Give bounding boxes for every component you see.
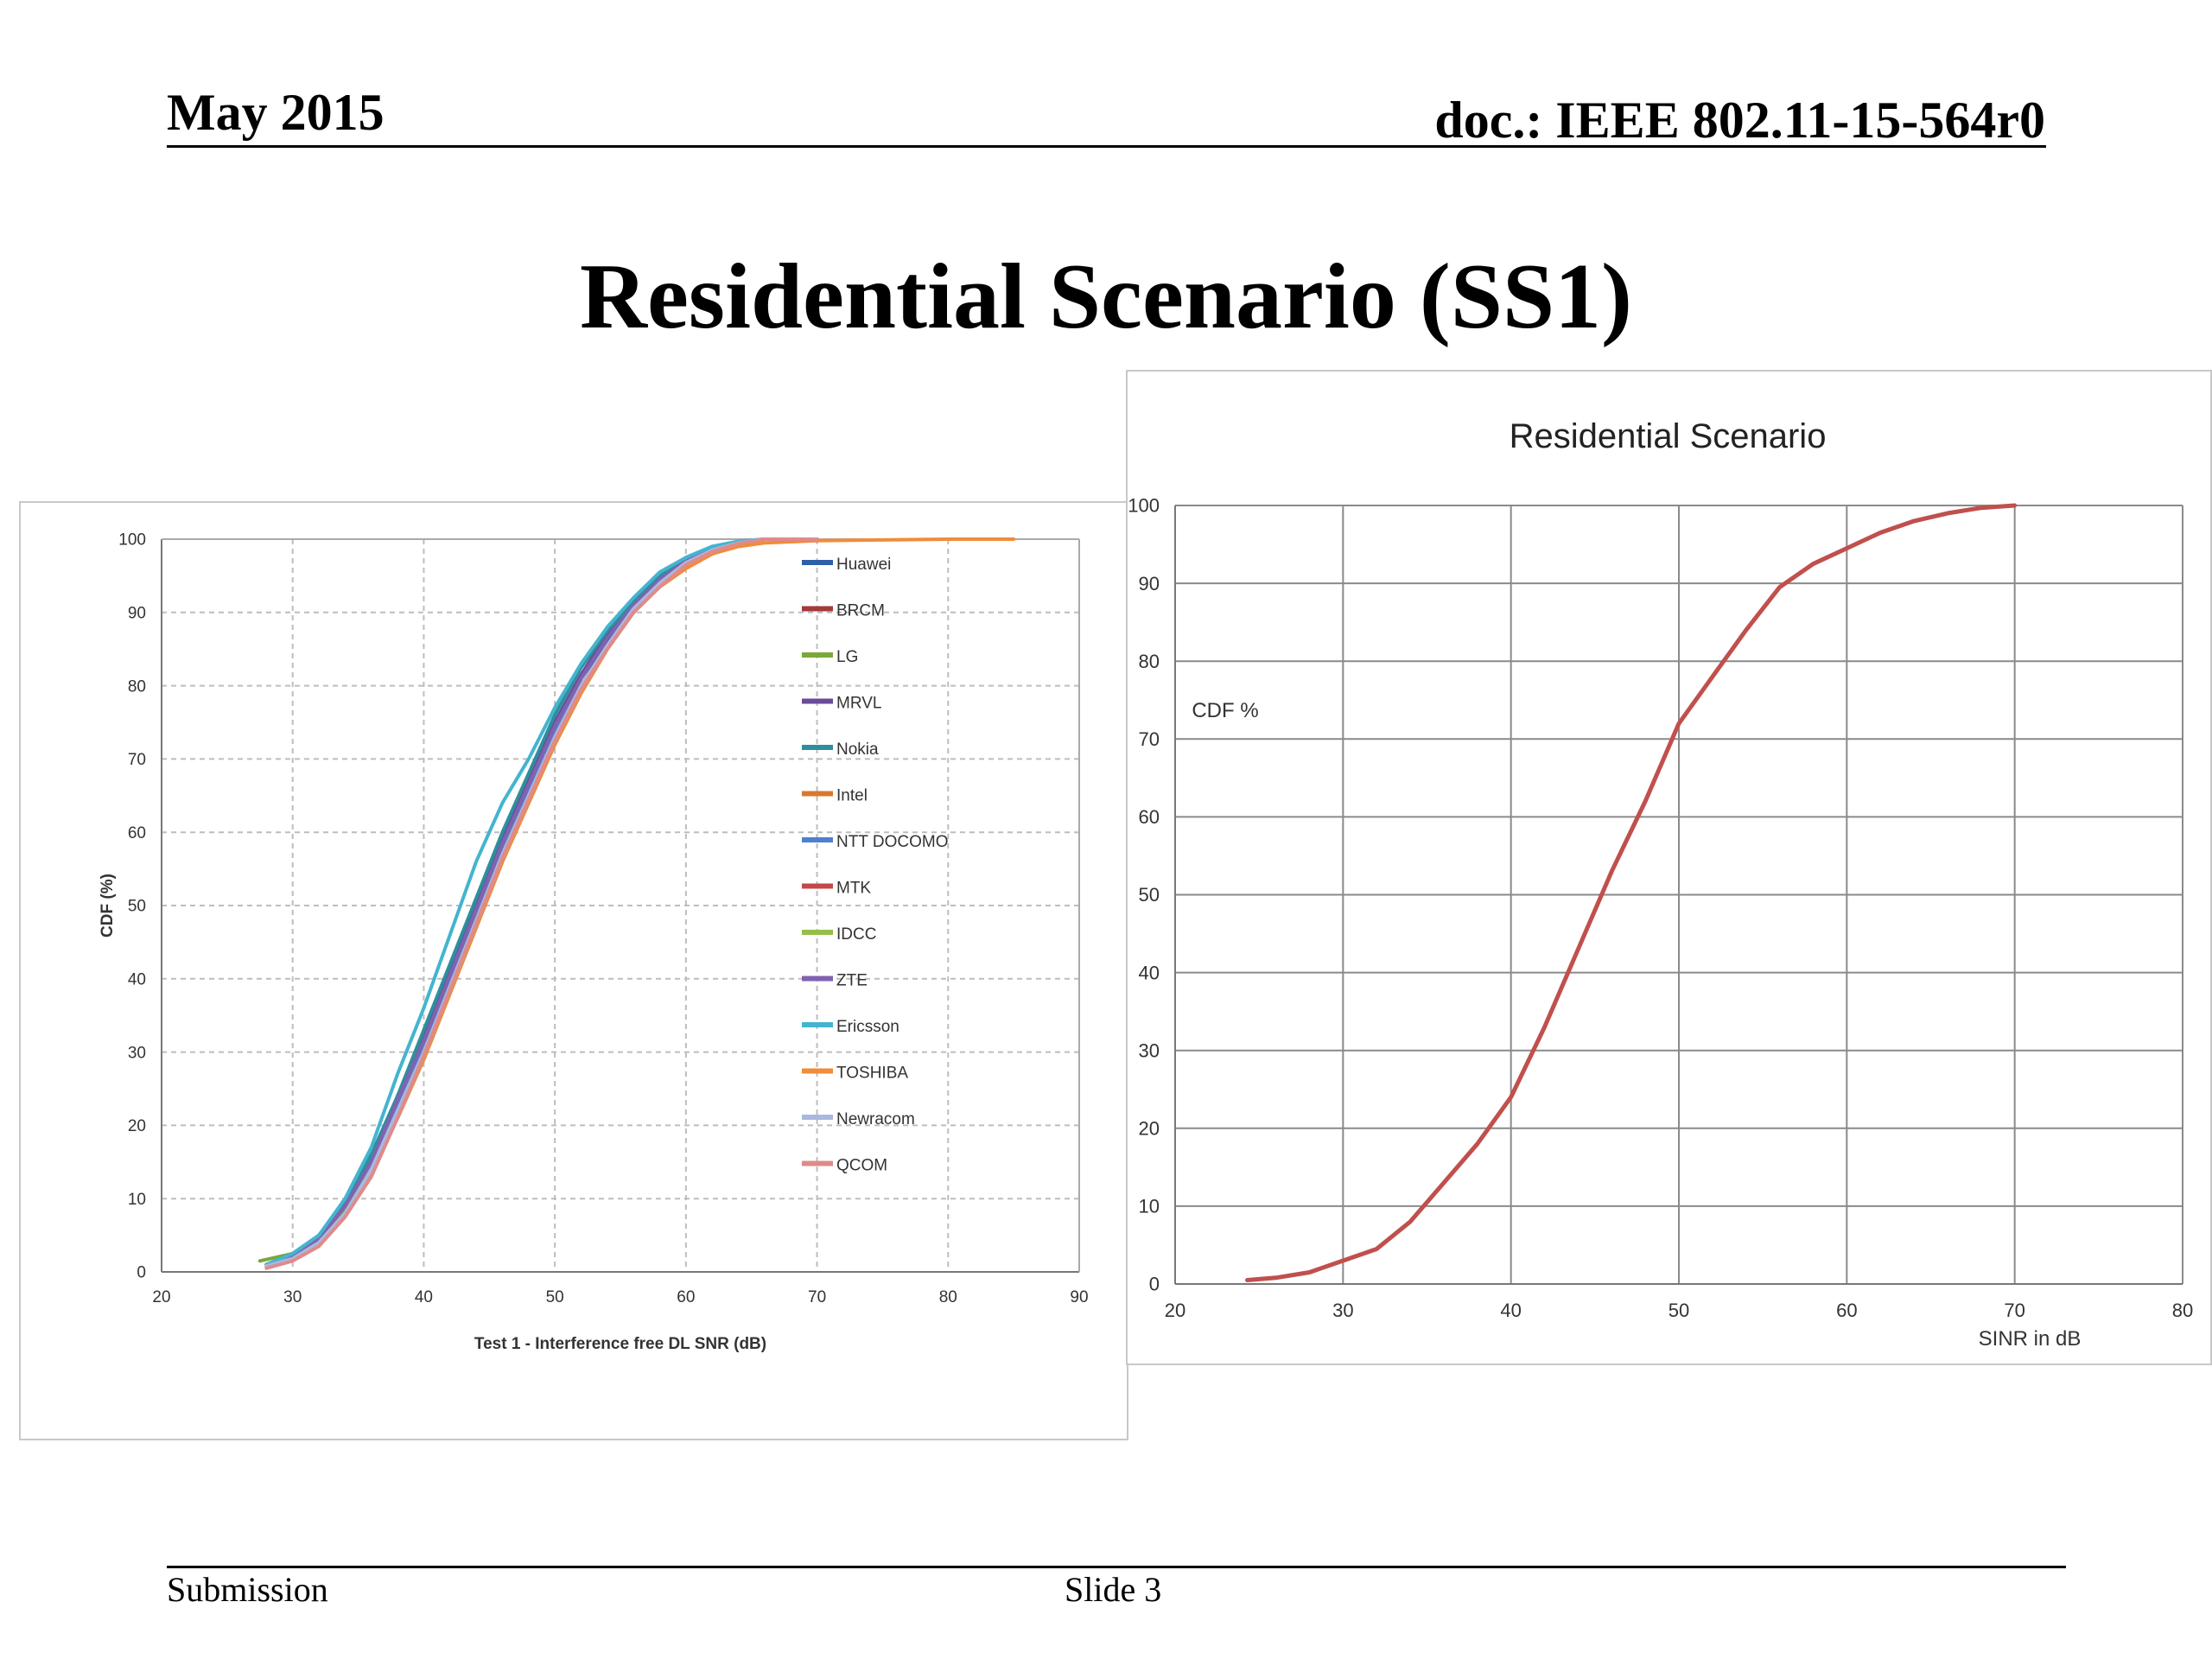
series-line	[264, 537, 819, 1267]
legend-label: TOSHIBA	[836, 1065, 908, 1083]
snr-cdf-chart: 0 10 20 30 40 50 60 70 80 90 100 20 30 40 50 60 70 80 90 Te…	[99, 531, 1089, 1353]
series-line	[257, 537, 819, 1263]
y-tick-label: 0	[1149, 1274, 1160, 1295]
legend-label: Intel	[836, 787, 868, 805]
x-tick-label: 70	[808, 1288, 826, 1306]
legend-label: Nokia	[836, 741, 879, 759]
legend-label: ZTE	[836, 972, 868, 990]
x-tick-label: 40	[415, 1288, 433, 1306]
footer-slide-number: Slide 3	[1065, 1570, 1162, 1609]
legend-label: Newracom	[836, 1110, 915, 1128]
residential-sinr-chart: 0 10 20 30 40 50 60 70 80 90 100 20 30 40 50 60 70 80 Resi…	[1128, 417, 2193, 1351]
x-tick-label: 20	[1165, 1300, 1185, 1321]
series-line	[264, 537, 819, 1268]
y-tick-label: 0	[137, 1264, 146, 1282]
footer-submission: Submission	[167, 1570, 328, 1609]
x-tick-label: 50	[546, 1288, 564, 1306]
y-tick-label: 90	[1139, 573, 1160, 594]
y-tick-label: 50	[1139, 884, 1160, 906]
legend-label: MRVL	[836, 695, 881, 713]
x-tick-label: 30	[1332, 1300, 1353, 1321]
series-line	[264, 537, 819, 1268]
x-tick-label: 90	[1070, 1288, 1088, 1306]
y-axis-label: CDF (%)	[99, 874, 117, 938]
series-line	[264, 537, 819, 1267]
series-line	[264, 537, 819, 1267]
y-tick-label: 20	[128, 1117, 146, 1135]
legend-label: Ericsson	[836, 1018, 899, 1036]
y-tick-label: 70	[128, 751, 146, 769]
header-date: May 2015	[167, 84, 385, 141]
legend-label: BRCM	[836, 602, 885, 620]
x-axis-label: Test 1 - Interference free DL SNR (dB)	[474, 1335, 766, 1353]
x-tick-label: 80	[2172, 1300, 2193, 1321]
series-line	[264, 537, 819, 1267]
y-tick-label: 60	[128, 824, 146, 842]
x-tick-label: 20	[152, 1288, 170, 1306]
chart-panel-residential: 0 10 20 30 40 50 60 70 80 90 100 20 30 40 50 60 70 80 Resi…	[1126, 370, 2212, 1365]
y-tick-label: 100	[118, 531, 146, 550]
series-line	[264, 537, 819, 1270]
chart-title: Residential Scenario	[1510, 417, 1827, 455]
y-tick-label: 10	[128, 1191, 146, 1209]
header-rule	[167, 145, 2046, 148]
legend-label: IDCC	[836, 925, 876, 944]
footer-rule	[167, 1566, 2066, 1568]
series-line	[264, 537, 819, 1267]
series-line	[264, 537, 819, 1268]
x-tick-label: 60	[677, 1288, 695, 1306]
x-tick-label: 70	[2004, 1300, 2024, 1321]
y-tick-label: 40	[128, 970, 146, 988]
y-tick-label: 10	[1139, 1196, 1160, 1217]
y-tick-label: 80	[128, 677, 146, 696]
y-tick-label: 90	[128, 604, 146, 622]
y-tick-label: 30	[128, 1044, 146, 1062]
slide-title: Residential Scenario (SS1)	[579, 245, 1632, 348]
y-axis-label: CDF %	[1192, 699, 1258, 722]
x-tick-label: 30	[283, 1288, 302, 1306]
y-tick-label: 100	[1128, 495, 1160, 517]
y-tick-label: 70	[1139, 728, 1160, 750]
x-tick-label: 60	[1836, 1300, 1857, 1321]
series-line	[1245, 503, 2018, 1282]
legend-label: Huawei	[836, 556, 891, 574]
y-tick-label: 80	[1139, 651, 1160, 672]
y-tick-label: 60	[1139, 806, 1160, 828]
series-line	[264, 537, 819, 1267]
x-tick-label: 50	[1669, 1300, 1689, 1321]
y-tick-label: 50	[128, 898, 146, 916]
series-line	[264, 537, 819, 1267]
y-tick-label: 40	[1139, 962, 1160, 983]
series-line	[264, 537, 819, 1268]
legend-label: MTK	[836, 880, 871, 898]
legend-label: LG	[836, 648, 858, 666]
y-tick-label: 30	[1139, 1039, 1160, 1061]
legend-label: QCOM	[836, 1157, 887, 1175]
x-tick-label: 80	[939, 1288, 957, 1306]
x-tick-label: 40	[1500, 1300, 1521, 1321]
chart-panel-snr-cdf: 0 10 20 30 40 50 60 70 80 90 100 20 30 40 50 60 70 80 90 Te…	[19, 501, 1128, 1440]
header-doc-id: doc.: IEEE 802.11-15-564r0	[1434, 92, 2045, 149]
x-axis-label: SINR in dB	[1979, 1327, 2082, 1351]
legend-label: NTT DOCOMO	[836, 833, 948, 851]
y-tick-label: 20	[1139, 1118, 1160, 1140]
